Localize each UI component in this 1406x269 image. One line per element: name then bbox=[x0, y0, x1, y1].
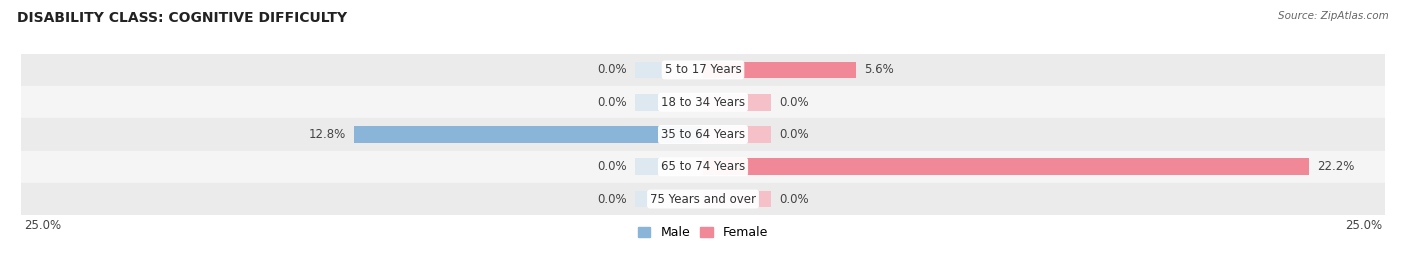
Bar bbox=[703, 191, 772, 207]
Text: 0.0%: 0.0% bbox=[598, 96, 627, 109]
Bar bbox=[703, 62, 772, 78]
Bar bbox=[703, 62, 856, 78]
Text: 0.0%: 0.0% bbox=[598, 63, 627, 76]
Text: DISABILITY CLASS: COGNITIVE DIFFICULTY: DISABILITY CLASS: COGNITIVE DIFFICULTY bbox=[17, 11, 347, 25]
Text: 25.0%: 25.0% bbox=[24, 219, 60, 232]
Bar bbox=[703, 158, 772, 175]
Bar bbox=[636, 126, 703, 143]
Text: 75 Years and over: 75 Years and over bbox=[650, 193, 756, 206]
Bar bbox=[636, 158, 703, 175]
Bar bbox=[703, 126, 772, 143]
Text: 22.2%: 22.2% bbox=[1317, 160, 1354, 173]
Text: 5.6%: 5.6% bbox=[863, 63, 894, 76]
Text: 0.0%: 0.0% bbox=[598, 193, 627, 206]
Text: 0.0%: 0.0% bbox=[598, 160, 627, 173]
Text: 65 to 74 Years: 65 to 74 Years bbox=[661, 160, 745, 173]
Text: 35 to 64 Years: 35 to 64 Years bbox=[661, 128, 745, 141]
Bar bbox=[354, 126, 703, 143]
Bar bbox=[21, 151, 1385, 183]
Bar bbox=[21, 86, 1385, 118]
Text: 5 to 17 Years: 5 to 17 Years bbox=[665, 63, 741, 76]
Bar bbox=[703, 158, 1309, 175]
Text: 0.0%: 0.0% bbox=[779, 128, 808, 141]
Bar bbox=[703, 94, 772, 111]
Text: 12.8%: 12.8% bbox=[308, 128, 346, 141]
Bar bbox=[636, 94, 703, 111]
Text: 25.0%: 25.0% bbox=[1346, 219, 1382, 232]
Text: 18 to 34 Years: 18 to 34 Years bbox=[661, 96, 745, 109]
Text: 0.0%: 0.0% bbox=[779, 96, 808, 109]
Legend: Male, Female: Male, Female bbox=[633, 221, 773, 245]
Bar bbox=[636, 191, 703, 207]
Bar bbox=[21, 183, 1385, 215]
Bar bbox=[21, 118, 1385, 151]
Text: Source: ZipAtlas.com: Source: ZipAtlas.com bbox=[1278, 11, 1389, 21]
Bar bbox=[21, 54, 1385, 86]
Bar bbox=[636, 62, 703, 78]
Text: 0.0%: 0.0% bbox=[779, 193, 808, 206]
